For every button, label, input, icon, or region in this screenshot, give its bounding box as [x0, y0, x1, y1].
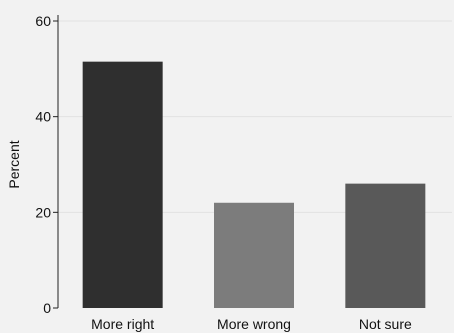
y-tick-label: 0 [43, 300, 51, 316]
bar-more-wrong [214, 202, 294, 308]
y-tick-label: 40 [35, 109, 51, 125]
y-tick-label: 20 [35, 204, 51, 220]
x-category-label: Not sure [359, 316, 412, 332]
y-axis-ticks: 0 20 40 60 [35, 13, 58, 316]
bar-not-sure [345, 183, 426, 308]
y-axis-title: Percent [6, 140, 22, 188]
x-axis-labels: More right More wrong Not sure [91, 316, 412, 332]
x-category-label: More wrong [217, 316, 291, 332]
y-tick-label: 60 [35, 13, 51, 29]
bar-more-right [82, 61, 163, 309]
x-category-label: More right [91, 316, 154, 332]
bars [82, 61, 426, 309]
